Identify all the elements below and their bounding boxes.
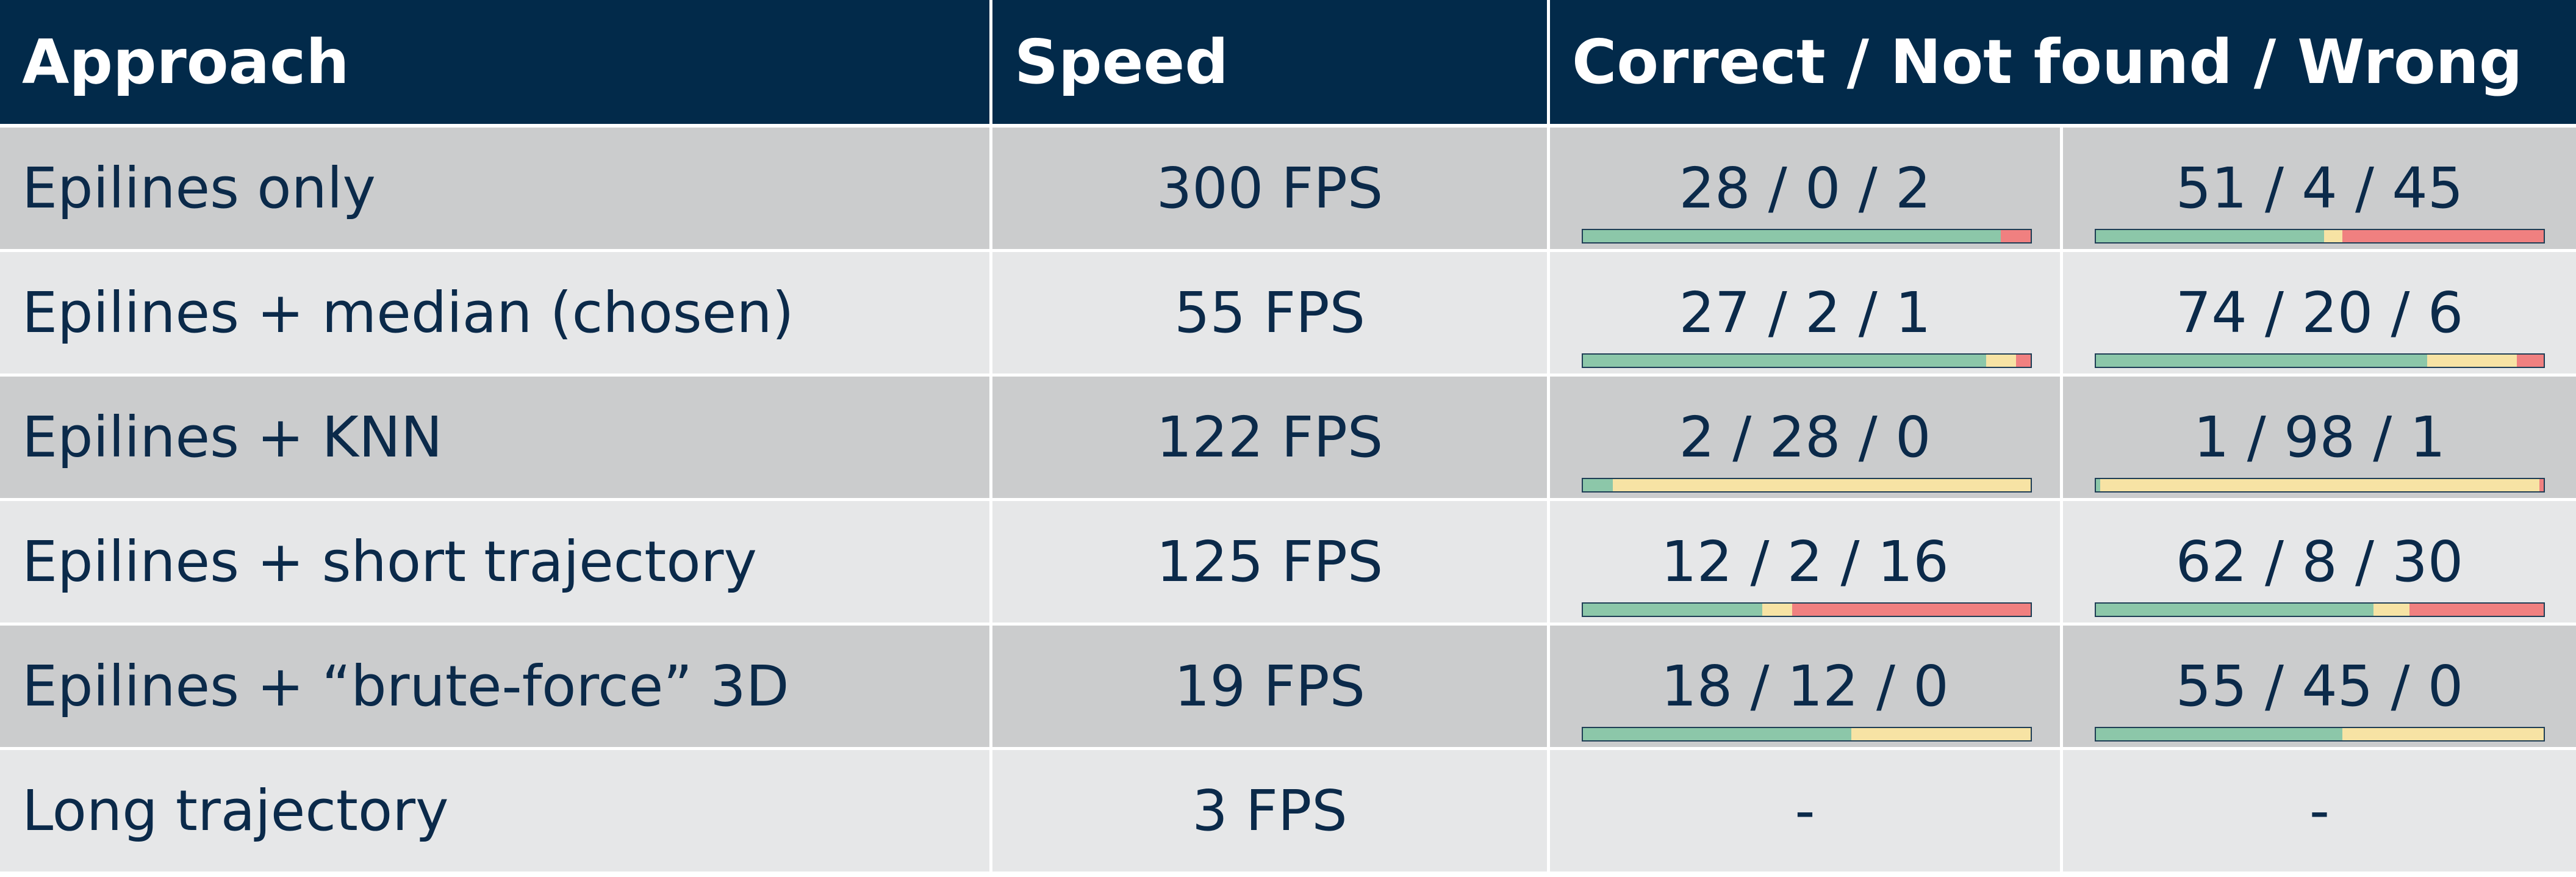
row-approach-label: Epilines only <box>0 128 989 249</box>
result-counts-text: 27 / 2 / 1 <box>1679 280 1931 345</box>
result-stacked-bar <box>1582 478 2032 493</box>
bar-segment-not-found <box>2427 355 2517 367</box>
result-set2: 74 / 20 / 6 <box>2063 252 2576 374</box>
bar-segment-correct <box>1583 355 1986 367</box>
result-counts-text: 12 / 2 / 16 <box>1661 529 1949 594</box>
bar-segment-wrong <box>2015 355 2031 367</box>
bar-segment-not-found <box>2100 479 2539 491</box>
result-stacked-bar <box>2095 478 2545 493</box>
result-counts-text: 2 / 28 / 0 <box>1679 405 1931 470</box>
result-stacked-bar <box>1582 229 2032 244</box>
row-approach-label: Epilines + short trajectory <box>0 501 989 623</box>
result-set1: 18 / 12 / 0 <box>1550 626 2060 747</box>
row-approach-label: Long trajectory <box>0 750 989 872</box>
row-speed: 55 FPS <box>992 252 1547 374</box>
bar-segment-wrong <box>1792 604 2031 616</box>
bar-segment-not-found <box>1851 728 2031 740</box>
result-counts-text: 1 / 98 / 1 <box>2193 405 2446 470</box>
bar-segment-not-found <box>1762 604 1792 616</box>
bar-segment-wrong <box>2342 230 2544 242</box>
bar-segment-wrong <box>2539 479 2544 491</box>
row-speed: 300 FPS <box>992 128 1547 249</box>
result-counts-text: 55 / 45 / 0 <box>2175 654 2464 719</box>
bar-segment-correct <box>2096 230 2325 242</box>
header-approach: Approach <box>0 0 989 124</box>
bar-segment-not-found <box>2324 230 2342 242</box>
bar-segment-correct <box>2096 728 2342 740</box>
result-set2: 55 / 45 / 0 <box>2063 626 2576 747</box>
bar-segment-correct <box>1583 479 1613 491</box>
result-set2: 62 / 8 / 30 <box>2063 501 2576 623</box>
result-set2: 51 / 4 / 45 <box>2063 128 2576 249</box>
result-stacked-bar <box>1582 602 2032 617</box>
row-speed: 122 FPS <box>992 377 1547 498</box>
result-counts-text: 74 / 20 / 6 <box>2175 280 2464 345</box>
bar-segment-wrong <box>2409 604 2544 616</box>
row-speed: 125 FPS <box>992 501 1547 623</box>
bar-segment-not-found <box>2342 728 2544 740</box>
bar-segment-correct <box>2096 479 2101 491</box>
result-stacked-bar <box>2095 353 2545 368</box>
result-set1: 2 / 28 / 0 <box>1550 377 2060 498</box>
bar-segment-not-found <box>2373 604 2409 616</box>
row-speed: 19 FPS <box>992 626 1547 747</box>
result-stacked-bar <box>2095 602 2545 617</box>
result-set1-empty: - <box>1550 750 2060 872</box>
row-approach-label: Epilines + KNN <box>0 377 989 498</box>
bar-segment-correct <box>1583 604 1762 616</box>
row-approach-label: Epilines + median (chosen) <box>0 252 989 374</box>
bar-segment-wrong <box>2516 355 2544 367</box>
result-stacked-bar <box>2095 727 2545 742</box>
bar-segment-correct <box>2096 355 2428 367</box>
bar-segment-correct <box>1583 728 1852 740</box>
bar-segment-not-found <box>1612 479 2031 491</box>
result-set2-empty: - <box>2063 750 2576 872</box>
result-set1: 28 / 0 / 2 <box>1550 128 2060 249</box>
result-counts-text: 51 / 4 / 45 <box>2175 156 2464 221</box>
result-set2: 1 / 98 / 1 <box>2063 377 2576 498</box>
result-counts-text: 62 / 8 / 30 <box>2175 529 2464 594</box>
header-speed: Speed <box>992 0 1547 124</box>
row-speed: 3 FPS <box>992 750 1547 872</box>
result-counts-text: 18 / 12 / 0 <box>1661 654 1949 719</box>
bar-segment-wrong <box>2001 230 2031 242</box>
result-counts-text: 28 / 0 / 2 <box>1679 156 1931 221</box>
result-stacked-bar <box>1582 727 2032 742</box>
bar-segment-correct <box>1583 230 2001 242</box>
result-set1: 12 / 2 / 16 <box>1550 501 2060 623</box>
result-stacked-bar <box>2095 229 2545 244</box>
header-results: Correct / Not found / Wrong <box>1550 0 2576 124</box>
bar-segment-correct <box>2096 604 2374 616</box>
result-stacked-bar <box>1582 353 2032 368</box>
bar-segment-not-found <box>1986 355 2016 367</box>
row-approach-label: Epilines + “brute-force” 3D <box>0 626 989 747</box>
result-set1: 27 / 2 / 1 <box>1550 252 2060 374</box>
